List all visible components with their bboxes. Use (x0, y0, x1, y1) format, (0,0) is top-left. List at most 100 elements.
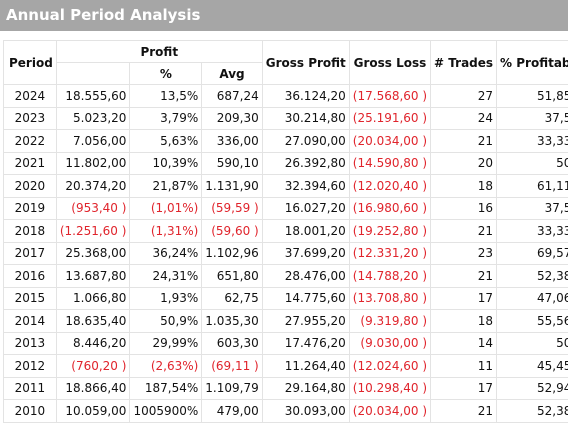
cell-pct-profitable: 33,33% (497, 130, 568, 153)
cell-profit-pct: 36,24% (130, 242, 202, 265)
cell-gross-loss: (13.708,80 ) (349, 287, 430, 310)
cell-profit-pct: (1,31%) (130, 220, 202, 243)
cell-gross-profit: 27.955,20 (262, 310, 349, 333)
table-row[interactable]: 2018(1.251,60 )(1,31%)(59,60 )18.001,20(… (4, 220, 568, 243)
cell-period: 2014 (4, 310, 57, 333)
column-header-period[interactable]: Period (4, 41, 57, 85)
column-header-profit-group[interactable]: Profit (56, 41, 262, 63)
cell-profit-avg: 651,80 (202, 265, 262, 288)
cell-period: 2021 (4, 152, 57, 175)
cell-gross-loss: (14.590,80 ) (349, 152, 430, 175)
cell-pct-profitable: 47,06% (497, 287, 568, 310)
cell-period: 2016 (4, 265, 57, 288)
cell-profit-pct: (2,63%) (130, 355, 202, 378)
cell-profit: 1.066,80 (56, 287, 130, 310)
cell-period: 2018 (4, 220, 57, 243)
cell-profit: 25.368,00 (56, 242, 130, 265)
cell-gross-profit: 27.090,00 (262, 130, 349, 153)
column-header-gross-loss[interactable]: Gross Loss (349, 41, 430, 85)
column-header-pct-profitable[interactable]: % Profitable (497, 41, 568, 85)
cell-trades: 23 (431, 242, 497, 265)
cell-gross-loss: (10.298,40 ) (349, 377, 430, 400)
cell-profit: 18.555,60 (56, 85, 130, 108)
cell-trades: 11 (431, 355, 497, 378)
cell-gross-loss: (14.788,20 ) (349, 265, 430, 288)
cell-gross-loss: (12.331,20 ) (349, 242, 430, 265)
cell-profit-pct: (1,01%) (130, 197, 202, 220)
cell-gross-profit: 16.027,20 (262, 197, 349, 220)
cell-period: 2023 (4, 107, 57, 130)
cell-profit-pct: 5,63% (130, 130, 202, 153)
column-header-profit-avg[interactable]: Avg (202, 63, 262, 85)
cell-profit: 5.023,20 (56, 107, 130, 130)
cell-period: 2012 (4, 355, 57, 378)
cell-pct-profitable: 50% (497, 332, 568, 355)
cell-profit-avg: 687,24 (202, 85, 262, 108)
cell-trades: 14 (431, 332, 497, 355)
cell-trades: 18 (431, 175, 497, 198)
cell-profit-avg: 336,00 (202, 130, 262, 153)
cell-gross-profit: 26.392,80 (262, 152, 349, 175)
cell-profit: (953,40 ) (56, 197, 130, 220)
cell-gross-loss: (16.980,60 ) (349, 197, 430, 220)
cell-profit-avg: (59,59 ) (202, 197, 262, 220)
cell-period: 2011 (4, 377, 57, 400)
annual-period-grid: Period Profit Gross Profit Gross Loss # … (3, 40, 568, 423)
cell-profit-pct: 13,5% (130, 85, 202, 108)
cell-period: 2013 (4, 332, 57, 355)
cell-pct-profitable: 37,5% (497, 197, 568, 220)
cell-gross-loss: (25.191,60 ) (349, 107, 430, 130)
header-row-top: Period Profit Gross Profit Gross Loss # … (4, 41, 568, 63)
cell-pct-profitable: 52,38% (497, 400, 568, 423)
column-header-trades[interactable]: # Trades (431, 41, 497, 85)
cell-pct-profitable: 45,45% (497, 355, 568, 378)
cell-profit-pct: 50,9% (130, 310, 202, 333)
cell-period: 2015 (4, 287, 57, 310)
cell-gross-profit: 36.124,20 (262, 85, 349, 108)
cell-profit-pct: 1,93% (130, 287, 202, 310)
cell-profit: 20.374,20 (56, 175, 130, 198)
cell-period: 2019 (4, 197, 57, 220)
cell-gross-profit: 29.164,80 (262, 377, 349, 400)
cell-profit-avg: (59,60 ) (202, 220, 262, 243)
cell-gross-loss: (9.319,80 ) (349, 310, 430, 333)
cell-gross-loss: (9.030,00 ) (349, 332, 430, 355)
cell-period: 2017 (4, 242, 57, 265)
cell-gross-profit: 37.699,20 (262, 242, 349, 265)
cell-gross-profit: 18.001,20 (262, 220, 349, 243)
column-header-gross-profit[interactable]: Gross Profit (262, 41, 349, 85)
cell-gross-profit: 28.476,00 (262, 265, 349, 288)
cell-gross-loss: (12.024,60 ) (349, 355, 430, 378)
cell-pct-profitable: 52,94% (497, 377, 568, 400)
cell-profit: 10.059,00 (56, 400, 130, 423)
cell-gross-profit: 17.476,20 (262, 332, 349, 355)
cell-profit-avg: 62,75 (202, 287, 262, 310)
cell-trades: 21 (431, 220, 497, 243)
cell-gross-profit: 32.394,60 (262, 175, 349, 198)
table-row[interactable]: 2012(760,20 )(2,63%)(69,11 )11.264,40(12… (4, 355, 568, 378)
column-header-profit-value[interactable] (56, 63, 130, 85)
cell-pct-profitable: 69,57% (497, 242, 568, 265)
cell-trades: 21 (431, 130, 497, 153)
cell-trades: 21 (431, 265, 497, 288)
cell-profit-pct: 29,99% (130, 332, 202, 355)
table-row[interactable]: 2019(953,40 )(1,01%)(59,59 )16.027,20(16… (4, 197, 568, 220)
cell-period: 2010 (4, 400, 57, 423)
column-header-profit-pct[interactable]: % (130, 63, 202, 85)
report-title: Annual Period Analysis (0, 0, 568, 31)
cell-profit-avg: 1.109,79 (202, 377, 262, 400)
cell-gross-profit: 14.775,60 (262, 287, 349, 310)
cell-profit-pct: 10,39% (130, 152, 202, 175)
